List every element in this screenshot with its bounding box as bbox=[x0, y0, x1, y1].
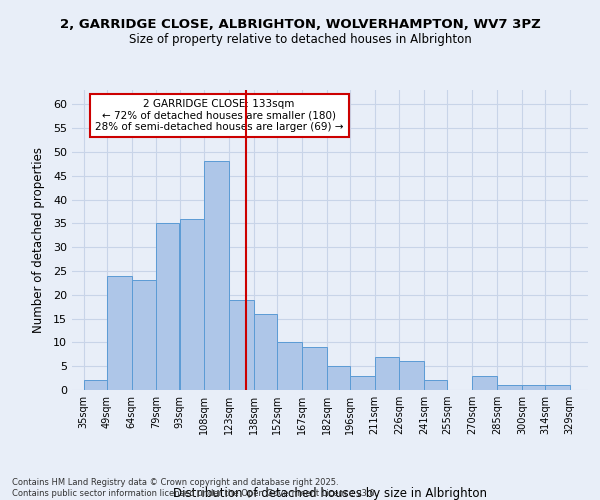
Bar bbox=[545, 385, 570, 390]
Bar bbox=[254, 314, 277, 390]
Bar bbox=[472, 376, 497, 390]
Bar bbox=[522, 385, 545, 390]
Bar bbox=[205, 162, 229, 390]
Bar bbox=[424, 380, 448, 390]
Y-axis label: Number of detached properties: Number of detached properties bbox=[32, 147, 44, 333]
Bar bbox=[400, 362, 424, 390]
X-axis label: Distribution of detached houses by size in Albrighton: Distribution of detached houses by size … bbox=[173, 487, 487, 500]
Bar bbox=[350, 376, 374, 390]
Bar bbox=[83, 380, 107, 390]
Bar bbox=[229, 300, 254, 390]
Bar bbox=[179, 218, 205, 390]
Text: 2 GARRIDGE CLOSE: 133sqm
← 72% of detached houses are smaller (180)
28% of semi-: 2 GARRIDGE CLOSE: 133sqm ← 72% of detach… bbox=[95, 99, 343, 132]
Bar bbox=[107, 276, 131, 390]
Bar bbox=[277, 342, 302, 390]
Bar bbox=[326, 366, 350, 390]
Text: 2, GARRIDGE CLOSE, ALBRIGHTON, WOLVERHAMPTON, WV7 3PZ: 2, GARRIDGE CLOSE, ALBRIGHTON, WOLVERHAM… bbox=[59, 18, 541, 30]
Text: Contains HM Land Registry data © Crown copyright and database right 2025.
Contai: Contains HM Land Registry data © Crown c… bbox=[12, 478, 377, 498]
Bar bbox=[497, 385, 522, 390]
Bar bbox=[131, 280, 157, 390]
Bar bbox=[374, 356, 400, 390]
Text: Size of property relative to detached houses in Albrighton: Size of property relative to detached ho… bbox=[128, 32, 472, 46]
Bar bbox=[157, 224, 179, 390]
Bar bbox=[302, 347, 326, 390]
